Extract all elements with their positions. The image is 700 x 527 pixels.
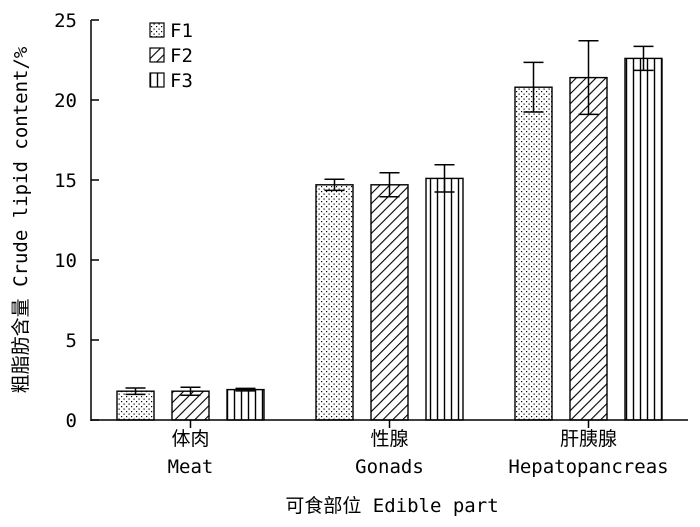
x-tick-label-en: Gonads <box>355 456 424 478</box>
x-tick-label-en: Meat <box>168 456 214 478</box>
legend: F1 F2 F3 <box>149 20 193 92</box>
bar-f3-0 <box>226 388 265 421</box>
x-axis-title: 可食部位 Edible part <box>285 495 498 517</box>
bar-f1-2 <box>514 86 553 421</box>
x-tick-label: 性腺 <box>370 428 408 450</box>
y-tick-label: 25 <box>54 10 77 32</box>
bar-f2-1 <box>370 184 409 421</box>
y-tick-label: 0 <box>66 410 77 432</box>
x-tick-label: 体肉 <box>171 428 209 450</box>
y-axis: 0 5 10 15 20 25 <box>54 10 99 432</box>
legend-swatch-f1 <box>149 22 165 38</box>
bar-f1-1 <box>315 184 354 421</box>
legend-label-f1: F1 <box>170 20 193 42</box>
bars-layer <box>116 57 663 421</box>
y-tick-label: 5 <box>66 330 77 352</box>
legend-swatch-f3 <box>149 72 165 88</box>
bar-f3-2 <box>624 57 663 421</box>
bar-f2-2 <box>569 76 608 421</box>
x-axis: 体肉 Meat 性腺 Gonads 肝胰腺 Hepatopancreas <box>91 419 688 478</box>
plot-area <box>116 40 663 421</box>
y-tick-label: 15 <box>54 170 77 192</box>
x-tick-label-en: Hepatopancreas <box>508 456 668 478</box>
legend-label-f2: F2 <box>170 45 193 67</box>
bar-f3-1 <box>425 177 464 421</box>
error-bars-layer <box>125 40 654 396</box>
y-ticks: 0 5 10 15 20 25 <box>54 10 99 432</box>
y-axis-title: 粗脂肪含量 Crude lipid content/% <box>10 46 32 393</box>
y-tick-label: 10 <box>54 250 77 272</box>
y-tick-label: 20 <box>54 90 77 112</box>
x-ticks: 体肉 Meat 性腺 Gonads 肝胰腺 Hepatopancreas <box>168 420 669 478</box>
bar-f1-0 <box>116 390 155 421</box>
legend-swatch-f2 <box>149 47 165 63</box>
x-tick-label: 肝胰腺 <box>560 428 617 450</box>
legend-label-f3: F3 <box>170 70 193 92</box>
